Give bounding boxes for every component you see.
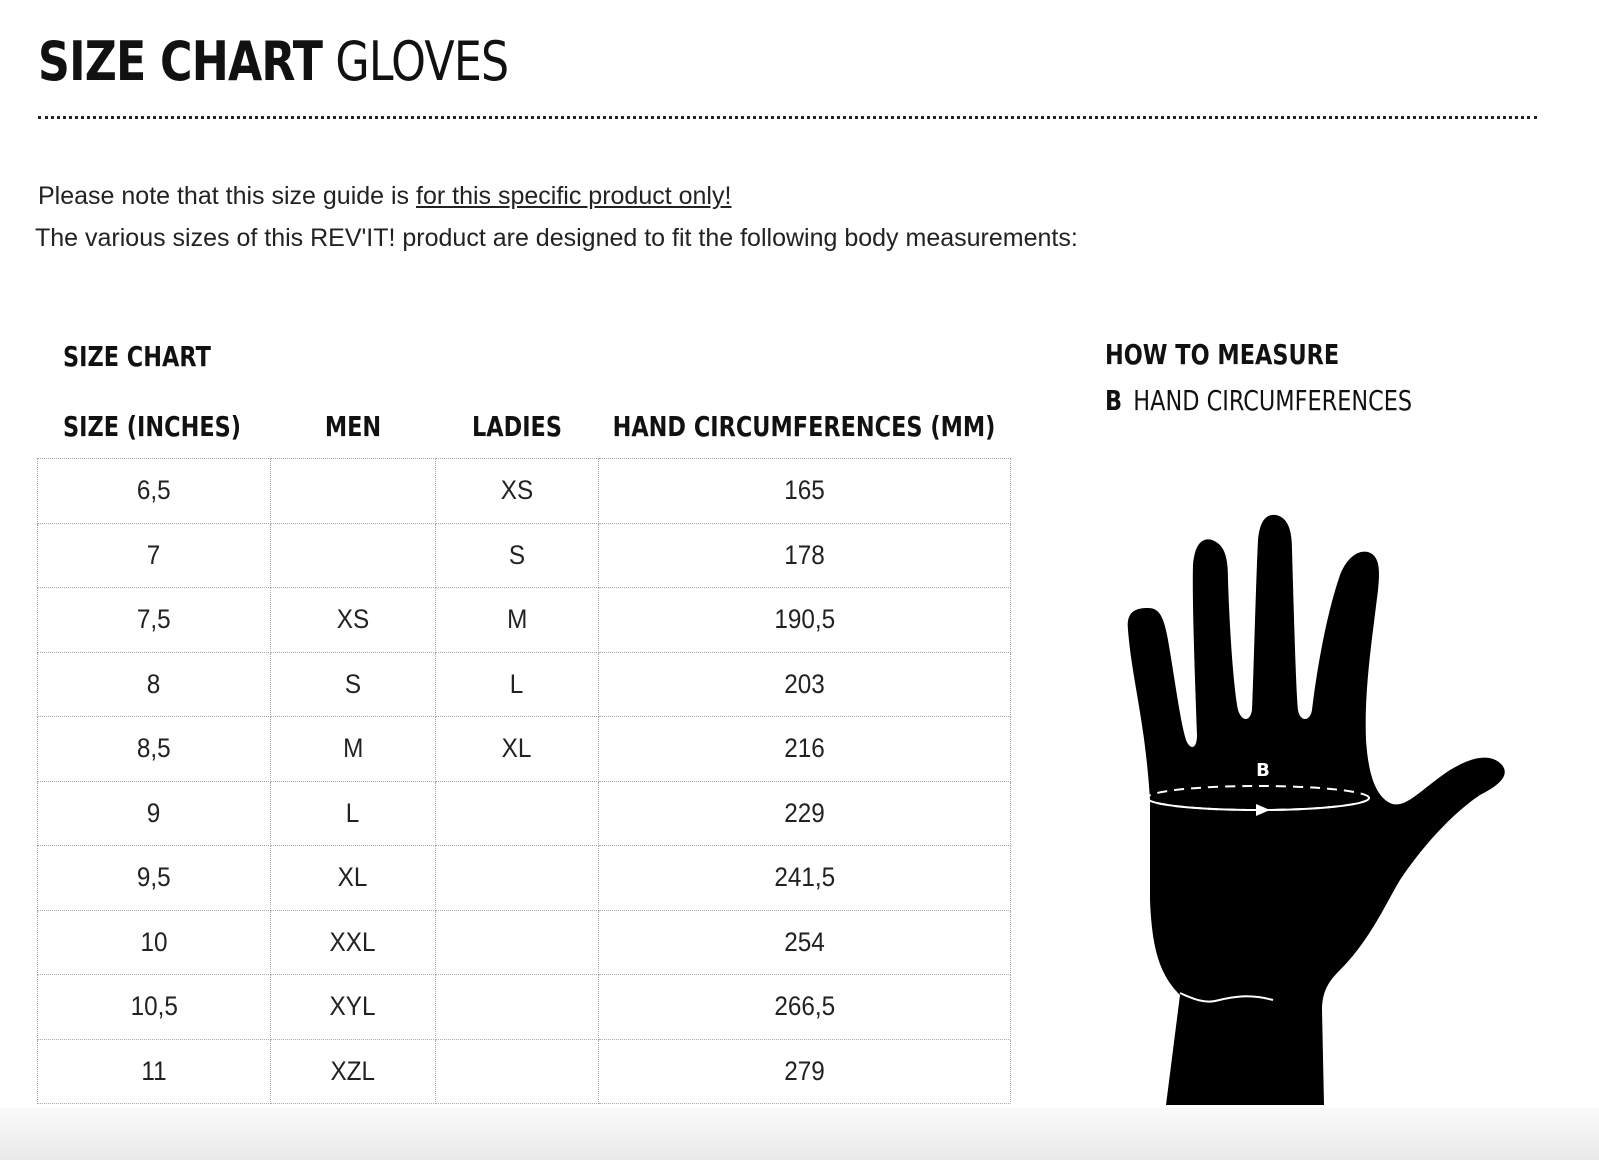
diagram-b-label: B — [1256, 760, 1270, 781]
cell-men: XL — [270, 845, 436, 911]
cell-text: L — [346, 797, 360, 828]
cell-text: XL — [338, 862, 368, 893]
cell-size-inches: 10 — [37, 909, 271, 975]
size-chart-heading: SIZE CHART — [63, 340, 211, 373]
cell-text: 279 — [784, 1055, 825, 1086]
cell-size-inches: 7,5 — [37, 587, 271, 653]
cell-text: 190,5 — [774, 604, 835, 635]
table-row: 7 S 178 — [37, 522, 1011, 588]
cell-hand-circumference: 216 — [598, 716, 1011, 782]
col-header-hand-circumference: HAND CIRCUMFERENCES (MM) — [612, 410, 996, 443]
cell-men: XS — [270, 587, 436, 653]
cell-text: 6,5 — [137, 475, 171, 506]
cell-text: 9 — [147, 797, 161, 828]
table-row: 10 XXL 254 — [37, 909, 1011, 975]
cell-text: 254 — [784, 926, 825, 957]
cell-size-inches: 8,5 — [37, 716, 271, 782]
cell-men — [270, 522, 436, 588]
cell-size-inches: 11 — [37, 1038, 271, 1104]
cell-text: 7 — [147, 539, 161, 570]
cell-hand-circumference: 203 — [598, 651, 1011, 717]
table-row: 8,5 M XL 216 — [37, 716, 1011, 782]
cell-hand-circumference: 254 — [598, 909, 1011, 975]
cell-text: 10 — [140, 926, 168, 957]
cell-men: XXL — [270, 909, 436, 975]
table-row: 11 XZL 279 — [37, 1038, 1011, 1104]
cell-text: 7,5 — [137, 604, 171, 635]
table-row: 9 L 229 — [37, 780, 1011, 846]
cell-hand-circumference: 229 — [598, 780, 1011, 846]
cell-text: 165 — [784, 475, 825, 506]
cell-text: XYL — [330, 991, 376, 1022]
cell-size-inches: 7 — [37, 522, 271, 588]
cell-hand-circumference: 279 — [598, 1038, 1011, 1104]
cell-hand-circumference: 165 — [598, 458, 1011, 524]
col-header-men: MEN — [324, 410, 382, 443]
cell-text: XL — [502, 733, 532, 764]
cell-text: S — [344, 668, 362, 699]
cell-text: 229 — [784, 797, 825, 828]
cell-hand-circumference: 190,5 — [598, 587, 1011, 653]
table-row: 7,5 XS M 190,5 — [37, 587, 1011, 653]
cell-text: S — [508, 539, 526, 570]
cell-text: 11 — [141, 1055, 167, 1086]
cell-text: 8 — [147, 668, 161, 699]
cell-size-inches: 9 — [37, 780, 271, 846]
cell-men — [270, 458, 436, 524]
cell-text: 10,5 — [130, 991, 178, 1022]
size-table: 6,5 XS 165 7 S 178 7,5 XS M 190,5 8 S L 203 8,5 M XL 216 9… — [37, 458, 1011, 1104]
cell-size-inches: 8 — [37, 651, 271, 717]
size-note: Please note that this size guide is for … — [35, 182, 1078, 252]
cell-text: XXL — [330, 926, 376, 957]
arrow-right-icon — [1256, 804, 1270, 816]
cell-text: M — [342, 733, 364, 764]
cell-text: L — [510, 668, 524, 699]
page-footer-shade — [0, 1108, 1599, 1160]
cell-size-inches: 10,5 — [37, 974, 271, 1040]
cell-hand-circumference: 266,5 — [598, 974, 1011, 1040]
cell-ladies: XS — [435, 458, 599, 524]
page-title: SIZE CHART GLOVES — [38, 30, 509, 93]
col-header-size: SIZE (INCHES) — [63, 410, 241, 443]
cell-size-inches: 6,5 — [37, 458, 271, 524]
cell-ladies: M — [435, 587, 599, 653]
table-row: 10,5 XYL 266,5 — [37, 974, 1011, 1040]
wrist-crease — [1179, 992, 1274, 1003]
cell-text: 266,5 — [774, 991, 835, 1022]
table-row: 8 S L 203 — [37, 651, 1011, 717]
dotted-divider — [38, 116, 1537, 119]
col-header-ladies: LADIES — [472, 410, 562, 443]
measure-b-label: B HAND CIRCUMFERENCES — [1105, 384, 1413, 417]
cell-text: M — [506, 604, 528, 635]
cell-size-inches: 9,5 — [37, 845, 271, 911]
table-row: 6,5 XS 165 — [37, 458, 1011, 524]
cell-text: 9,5 — [137, 862, 171, 893]
specific-product-link[interactable]: for this specific product only! — [416, 182, 732, 210]
cell-text: XS — [500, 475, 534, 506]
hand-silhouette — [1127, 514, 1505, 1105]
table-row: 9,5 XL 241,5 — [37, 845, 1011, 911]
cell-text: 8,5 — [137, 733, 171, 764]
cell-ladies — [435, 845, 599, 911]
cell-men: S — [270, 651, 436, 717]
cell-text: 203 — [784, 668, 825, 699]
cell-text: XZL — [330, 1055, 376, 1086]
cell-men: XZL — [270, 1038, 436, 1104]
how-to-measure-heading: HOW TO MEASURE — [1105, 338, 1340, 371]
cell-text: XS — [336, 604, 370, 635]
cell-hand-circumference: 178 — [598, 522, 1011, 588]
cell-text: 178 — [784, 539, 825, 570]
cell-ladies: S — [435, 522, 599, 588]
cell-text: 216 — [784, 733, 825, 764]
cell-ladies — [435, 1038, 599, 1104]
cell-text: 241,5 — [774, 862, 835, 893]
